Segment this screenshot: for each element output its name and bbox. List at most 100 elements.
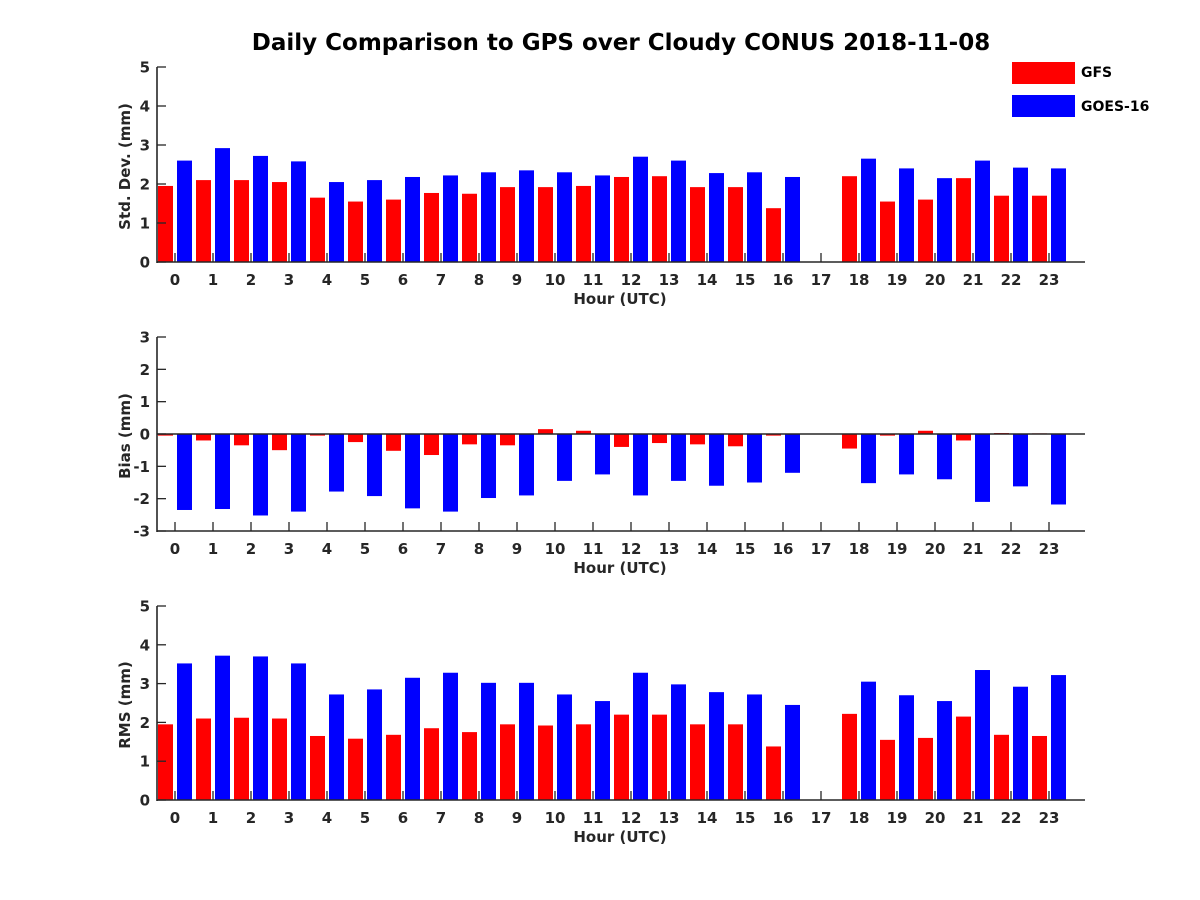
x-tick-label-p2-18: 18	[849, 540, 870, 558]
bar-goes16-p2-h23	[1051, 434, 1066, 505]
bar-gfs-p1-h22	[994, 195, 1009, 262]
bar-gfs-p1-h9	[500, 187, 515, 262]
y-tick-label-p3-1: 1	[140, 753, 150, 771]
x-tick-label-p1-6: 6	[398, 271, 408, 289]
x-tick-label-p2-23: 23	[1039, 540, 1060, 558]
x-tick-label-p1-22: 22	[1001, 271, 1022, 289]
bar-goes16-p3-h1	[215, 655, 230, 800]
bar-goes16-p2-h2	[253, 434, 268, 516]
x-tick-label-p2-11: 11	[583, 540, 604, 558]
bar-goes16-p2-h15	[747, 434, 762, 483]
x-tick-label-p3-13: 13	[659, 809, 680, 827]
bar-gfs-p2-h9	[500, 434, 515, 446]
x-tick-label-p3-5: 5	[360, 809, 370, 827]
bar-gfs-p1-h23	[1032, 195, 1047, 262]
bar-goes16-p1-h2	[253, 155, 268, 262]
bar-goes16-p2-h22	[1013, 434, 1028, 487]
bar-gfs-p1-h18	[842, 176, 857, 262]
x-tick-label-p2-4: 4	[322, 540, 332, 558]
bar-gfs-p2-h7	[424, 434, 439, 456]
bar-gfs-p3-h20	[918, 737, 933, 800]
bar-goes16-p1-h16	[785, 176, 800, 262]
x-tick-label-p2-16: 16	[773, 540, 794, 558]
y-axis-label-p1: Std. Dev. (mm)	[116, 103, 134, 230]
bar-gfs-p2-h5	[348, 434, 363, 443]
bar-goes16-p2-h14	[709, 434, 724, 486]
bar-goes16-p2-h5	[367, 434, 382, 497]
bar-goes16-p1-h19	[899, 168, 914, 262]
bar-goes16-p3-h5	[367, 689, 382, 800]
bar-gfs-p3-h18	[842, 713, 857, 800]
bar-goes16-p3-h12	[633, 672, 648, 800]
x-tick-label-p1-1: 1	[208, 271, 218, 289]
bar-gfs-p1-h16	[766, 208, 781, 262]
bar-goes16-p1-h21	[975, 160, 990, 262]
x-tick-label-p2-0: 0	[170, 540, 180, 558]
bar-gfs-p1-h8	[462, 193, 477, 262]
x-tick-label-p1-20: 20	[925, 271, 946, 289]
bar-gfs-p3-h1	[196, 718, 211, 800]
bar-gfs-p2-h1	[196, 434, 211, 441]
legend-label-goes16: GOES-16	[1081, 99, 1150, 115]
x-tick-label-p2-14: 14	[697, 540, 718, 558]
bar-goes16-p1-h8	[481, 172, 496, 262]
bar-gfs-p3-h7	[424, 728, 439, 800]
x-tick-label-p3-8: 8	[474, 809, 484, 827]
x-tick-label-p2-5: 5	[360, 540, 370, 558]
bar-gfs-p1-h2	[234, 180, 249, 262]
bar-goes16-p3-h10	[557, 694, 572, 800]
x-tick-label-p1-14: 14	[697, 271, 718, 289]
bar-gfs-p3-h10	[538, 725, 553, 800]
bar-gfs-p3-h19	[880, 739, 895, 800]
bar-goes16-p3-h18	[861, 681, 876, 800]
bar-gfs-p1-h14	[690, 187, 705, 262]
bar-gfs-p2-h14	[690, 434, 705, 445]
x-axis-label-p1: Hour (UTC)	[573, 290, 666, 308]
x-tick-label-p3-18: 18	[849, 809, 870, 827]
bar-gfs-p3-h12	[614, 714, 629, 800]
bar-goes16-p1-h22	[1013, 167, 1028, 262]
bar-gfs-p1-h12	[614, 176, 629, 262]
bar-gfs-p3-h6	[386, 734, 401, 800]
x-tick-label-p1-21: 21	[963, 271, 984, 289]
y-tick-label-p2-5: 2	[140, 361, 150, 379]
bar-gfs-p2-h8	[462, 434, 477, 445]
bar-goes16-p2-h7	[443, 434, 458, 512]
y-tick-label-p1-5: 5	[140, 59, 150, 77]
bar-gfs-p1-h15	[728, 187, 743, 262]
y-tick-label-p3-2: 2	[140, 714, 150, 732]
bar-gfs-p2-h15	[728, 434, 743, 447]
bar-goes16-p1-h4	[329, 182, 344, 262]
bar-gfs-p2-h21	[956, 434, 971, 441]
bar-goes16-p2-h8	[481, 434, 496, 499]
bar-goes16-p2-h12	[633, 434, 648, 496]
bar-gfs-p2-h4	[310, 434, 325, 436]
y-tick-label-p2-4: 1	[140, 393, 150, 411]
x-tick-label-p3-0: 0	[170, 809, 180, 827]
x-tick-label-p3-17: 17	[811, 809, 832, 827]
x-tick-label-p3-19: 19	[887, 809, 908, 827]
bar-gfs-p1-h5	[348, 201, 363, 262]
y-tick-label-p3-3: 3	[140, 675, 150, 693]
x-tick-label-p2-12: 12	[621, 540, 642, 558]
x-tick-label-p1-5: 5	[360, 271, 370, 289]
bar-goes16-p1-h18	[861, 158, 876, 262]
y-tick-label-p1-1: 1	[140, 215, 150, 233]
x-tick-label-p3-22: 22	[1001, 809, 1022, 827]
x-tick-label-p2-13: 13	[659, 540, 680, 558]
bar-gfs-p3-h15	[728, 724, 743, 800]
figure-title: Daily Comparison to GPS over Cloudy CONU…	[251, 30, 991, 56]
bar-goes16-p1-h14	[709, 173, 724, 262]
y-tick-label-p1-3: 3	[140, 137, 150, 155]
bar-goes16-p2-h18	[861, 434, 876, 484]
x-tick-label-p3-2: 2	[246, 809, 256, 827]
bar-goes16-p2-h20	[937, 434, 952, 480]
bar-gfs-p3-h23	[1032, 735, 1047, 800]
bar-goes16-p3-h4	[329, 694, 344, 800]
bar-goes16-p2-h10	[557, 434, 572, 481]
x-tick-label-p2-10: 10	[545, 540, 566, 558]
x-tick-label-p3-20: 20	[925, 809, 946, 827]
x-tick-label-p3-3: 3	[284, 809, 294, 827]
x-tick-label-p2-7: 7	[436, 540, 446, 558]
